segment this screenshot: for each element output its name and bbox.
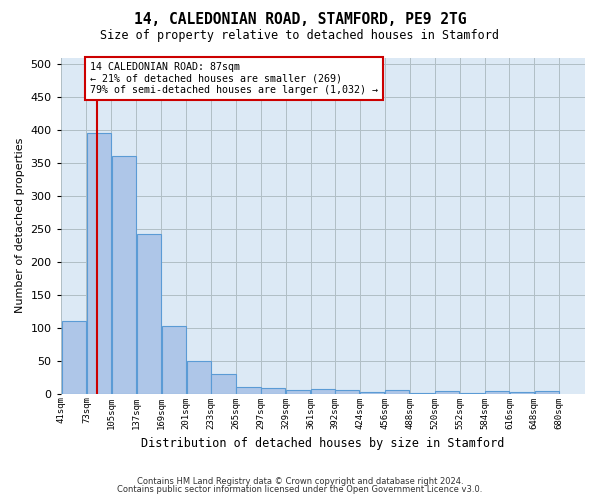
Bar: [485, 391, 509, 394]
Bar: [62, 321, 86, 394]
Bar: [410, 393, 434, 394]
Bar: [211, 374, 236, 394]
Bar: [510, 392, 534, 394]
Bar: [112, 156, 136, 394]
Text: 14 CALEDONIAN ROAD: 87sqm
← 21% of detached houses are smaller (269)
79% of semi: 14 CALEDONIAN ROAD: 87sqm ← 21% of detac…: [91, 62, 379, 96]
Text: 14, CALEDONIAN ROAD, STAMFORD, PE9 2TG: 14, CALEDONIAN ROAD, STAMFORD, PE9 2TG: [134, 12, 466, 28]
Bar: [460, 393, 484, 394]
Text: Contains public sector information licensed under the Open Government Licence v3: Contains public sector information licen…: [118, 485, 482, 494]
Bar: [335, 390, 359, 394]
Bar: [535, 391, 559, 394]
X-axis label: Distribution of detached houses by size in Stamford: Distribution of detached houses by size …: [141, 437, 505, 450]
Bar: [87, 134, 111, 394]
Bar: [360, 392, 385, 394]
Text: Contains HM Land Registry data © Crown copyright and database right 2024.: Contains HM Land Registry data © Crown c…: [137, 477, 463, 486]
Bar: [261, 388, 286, 394]
Text: Size of property relative to detached houses in Stamford: Size of property relative to detached ho…: [101, 29, 499, 42]
Bar: [435, 391, 459, 394]
Bar: [161, 326, 186, 394]
Bar: [286, 390, 310, 394]
Bar: [385, 390, 409, 394]
Bar: [311, 389, 335, 394]
Y-axis label: Number of detached properties: Number of detached properties: [15, 138, 25, 314]
Bar: [187, 360, 211, 394]
Bar: [137, 234, 161, 394]
Bar: [236, 387, 260, 394]
